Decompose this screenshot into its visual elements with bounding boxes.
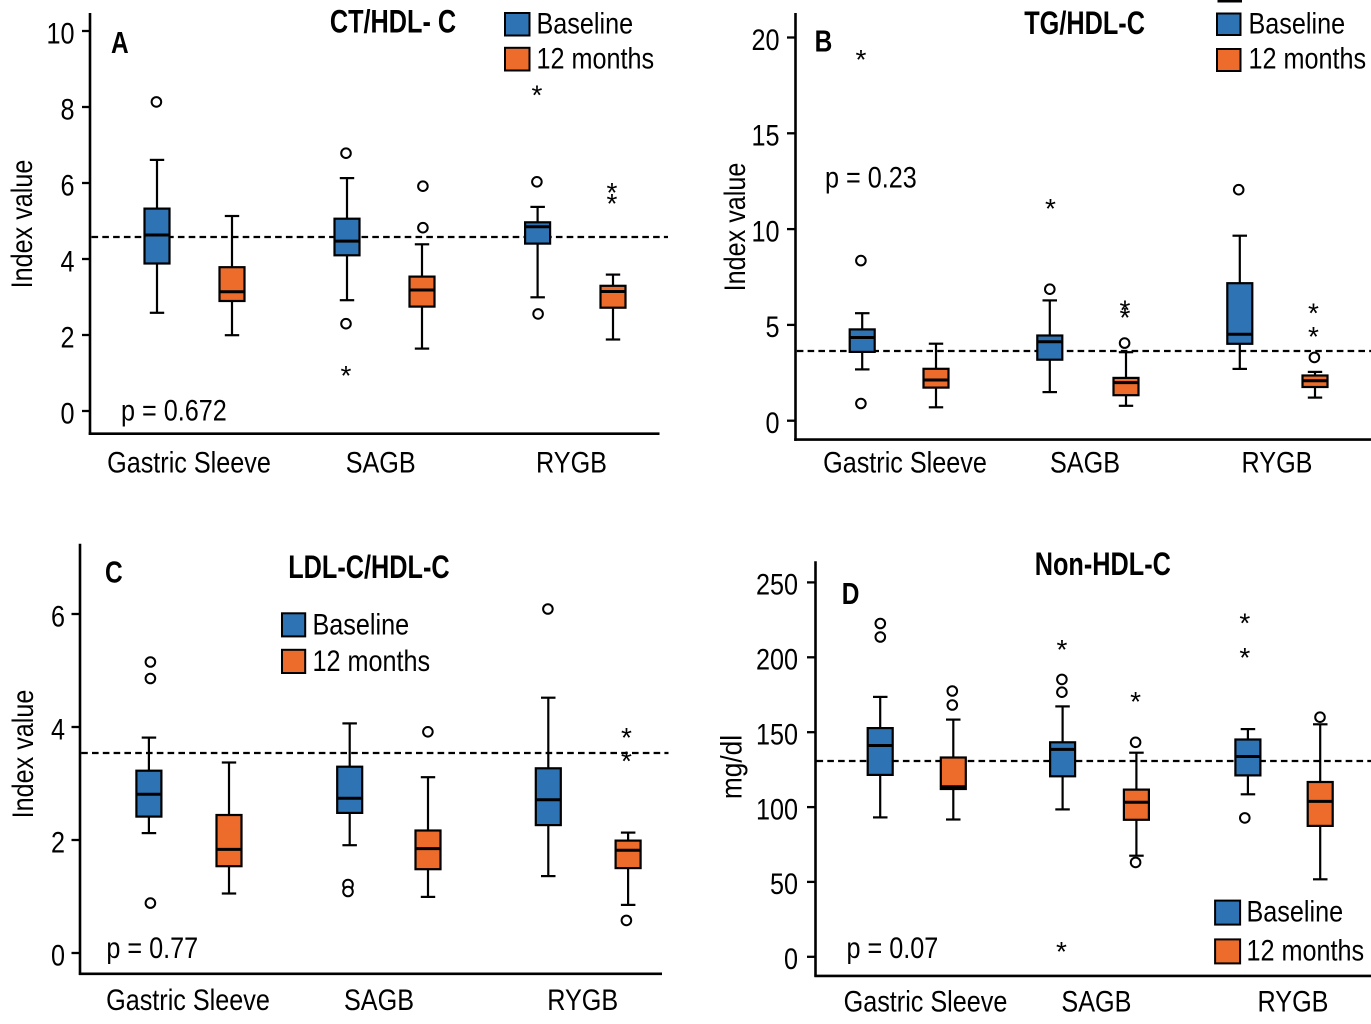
svg-text:*: * <box>1119 302 1130 333</box>
svg-text:Index value: Index value <box>5 160 39 289</box>
svg-text:*: * <box>1130 686 1141 717</box>
svg-text:10: 10 <box>751 214 779 248</box>
svg-text:50: 50 <box>770 867 798 901</box>
svg-text:*: * <box>532 79 543 110</box>
svg-text:20: 20 <box>751 23 779 57</box>
svg-text:2: 2 <box>60 320 74 354</box>
svg-text:*: * <box>1308 298 1319 329</box>
svg-text:12 months: 12 months <box>1249 41 1367 75</box>
svg-text:SAGB: SAGB <box>344 983 414 1017</box>
svg-text:Gastric Sleeve: Gastric Sleeve <box>107 445 271 479</box>
svg-text:*: * <box>621 722 632 753</box>
svg-text:0: 0 <box>765 406 779 440</box>
svg-text:TG/HDL-C: TG/HDL-C <box>1024 6 1145 42</box>
svg-text:Non-HDL-C: Non-HDL-C <box>1035 547 1171 583</box>
svg-text:*: * <box>855 44 866 75</box>
svg-text:15: 15 <box>751 119 779 153</box>
svg-text:0: 0 <box>60 396 74 430</box>
svg-text:*: * <box>341 360 352 391</box>
svg-text:Baseline: Baseline <box>1249 6 1346 40</box>
svg-text:SAGB: SAGB <box>346 445 416 479</box>
svg-text:mg/dl: mg/dl <box>714 735 748 799</box>
svg-text:*: * <box>1308 321 1319 352</box>
svg-text:B: B <box>815 24 833 58</box>
svg-text:SAGB: SAGB <box>1061 984 1131 1018</box>
svg-text:4: 4 <box>60 244 74 278</box>
svg-text:SAGB: SAGB <box>1050 445 1120 479</box>
svg-text:p = 0.77: p = 0.77 <box>106 931 198 965</box>
svg-text:Index value: Index value <box>6 690 40 819</box>
svg-text:RYGB: RYGB <box>547 983 618 1017</box>
svg-text:*: * <box>1239 642 1250 673</box>
svg-text:C: C <box>105 555 123 589</box>
svg-text:CT/HDL- C: CT/HDL- C <box>330 5 456 41</box>
svg-text:RYGB: RYGB <box>1258 984 1329 1018</box>
svg-text:RYGB: RYGB <box>536 445 607 479</box>
svg-text:p = 0.07: p = 0.07 <box>847 931 939 965</box>
svg-text:6: 6 <box>60 168 74 202</box>
svg-text:D: D <box>842 576 860 610</box>
svg-text:*: * <box>606 177 617 208</box>
svg-text:12 months: 12 months <box>1247 933 1365 967</box>
svg-text:Baseline: Baseline <box>537 6 634 40</box>
svg-text:Gastric Sleeve: Gastric Sleeve <box>823 445 987 479</box>
svg-text:*: * <box>1239 607 1250 638</box>
svg-text:RYGB: RYGB <box>1242 445 1313 479</box>
svg-text:p = 0.672: p = 0.672 <box>121 394 227 428</box>
svg-text:0: 0 <box>784 942 798 976</box>
svg-text:10: 10 <box>46 16 74 50</box>
svg-text:5: 5 <box>765 310 779 344</box>
svg-text:12 months: 12 months <box>313 644 431 678</box>
svg-text:2: 2 <box>51 825 65 859</box>
svg-text:8: 8 <box>60 92 74 126</box>
svg-text:p = 0.23: p = 0.23 <box>825 160 917 194</box>
svg-text:200: 200 <box>756 643 798 677</box>
svg-text:Baseline: Baseline <box>1247 894 1344 928</box>
svg-text:*: * <box>621 746 632 777</box>
svg-text:100: 100 <box>756 792 798 826</box>
svg-text:LDL-C/HDL-C: LDL-C/HDL-C <box>288 550 450 586</box>
svg-text:0: 0 <box>51 938 65 972</box>
svg-text:150: 150 <box>756 717 798 751</box>
svg-text:*: * <box>606 188 617 219</box>
svg-text:A: A <box>111 25 129 59</box>
svg-text:Index value: Index value <box>718 163 752 292</box>
svg-text:*: * <box>1119 294 1130 325</box>
svg-text:12 months: 12 months <box>537 41 655 75</box>
svg-text:250: 250 <box>756 568 798 602</box>
svg-text:4: 4 <box>51 712 65 746</box>
svg-text:*: * <box>1045 193 1056 224</box>
svg-text:*: * <box>1056 634 1067 665</box>
svg-text:Baseline: Baseline <box>313 607 410 641</box>
svg-text:Gastric Sleeve: Gastric Sleeve <box>844 984 1008 1018</box>
svg-text:Gastric Sleeve: Gastric Sleeve <box>106 983 270 1017</box>
svg-text:*: * <box>1056 936 1067 967</box>
svg-text:6: 6 <box>51 599 65 633</box>
